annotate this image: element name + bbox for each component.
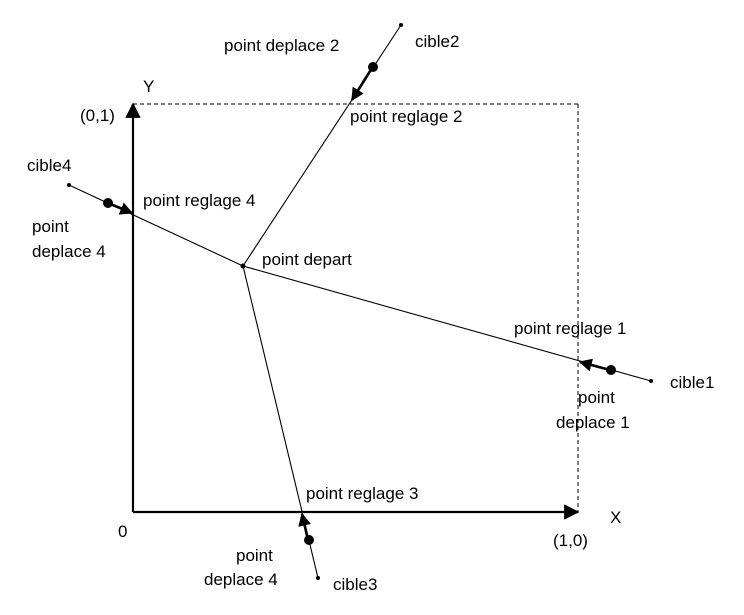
label-cible4: cible4 — [27, 156, 71, 175]
label-point-depart: point depart — [262, 250, 352, 269]
point-depart-marker — [240, 263, 246, 269]
label-cible3: cible3 — [333, 575, 377, 594]
label-deplace3-line2: deplace 4 — [204, 570, 278, 589]
label-deplace4-line2: deplace 4 — [32, 242, 106, 261]
label-deplace4-line1: point — [32, 217, 69, 236]
label-reglage2: point reglage 2 — [350, 107, 462, 126]
x-end-label: (1,0) — [553, 531, 588, 550]
label-cible1: cible1 — [670, 373, 714, 392]
line-depart-cible2 — [242, 24, 402, 267]
deplace3-marker — [304, 535, 314, 545]
y-end-label: (0,1) — [80, 106, 115, 125]
label-cible2: cible2 — [415, 32, 459, 51]
label-deplace1-line1: point — [578, 388, 615, 407]
cible1-marker — [649, 379, 653, 383]
deplace1-marker — [606, 365, 616, 375]
label-reglage4: point reglage 4 — [143, 191, 255, 210]
cible2-marker — [399, 23, 403, 27]
cible4-marker — [67, 183, 71, 187]
deplace2-marker — [368, 62, 378, 72]
label-deplace2: point deplace 2 — [224, 36, 339, 55]
label-reglage1: point reglage 1 — [514, 319, 626, 338]
y-axis-label: Y — [143, 77, 154, 96]
cible3-marker — [316, 576, 320, 580]
label-deplace3-line1: point — [236, 546, 273, 565]
x-axis-label: X — [610, 508, 621, 527]
label-reglage3: point reglage 3 — [306, 484, 418, 503]
label-deplace1-line2: deplace 1 — [556, 413, 630, 432]
deplace4-marker — [103, 198, 113, 208]
arrow-deplace1-reglage1 — [578, 358, 611, 372]
line-depart-cible4 — [68, 184, 244, 267]
arrow-deplace2-reglage2 — [350, 67, 374, 102]
origin-label: 0 — [118, 522, 127, 541]
